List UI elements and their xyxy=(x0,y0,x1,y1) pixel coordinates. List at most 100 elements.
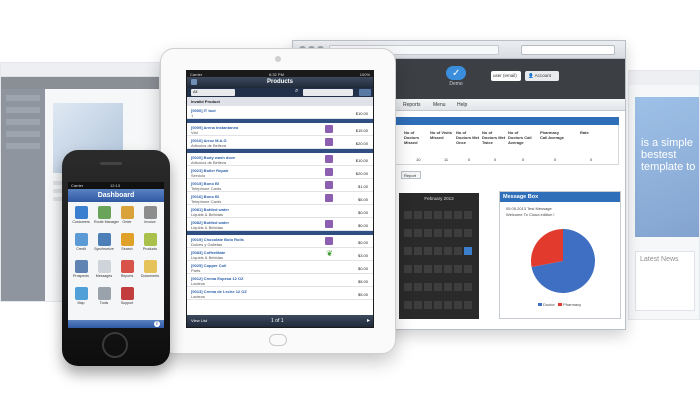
product-row[interactable]: [0015] Bono Bl Telephone Cards $1.00 xyxy=(187,179,373,192)
back-icon[interactable] xyxy=(191,79,197,85)
product-row[interactable]: [0083] CoffeeMate Liquids & Bebidas $3.00 ❦ xyxy=(187,248,373,261)
product-row[interactable]: [0000] IT tool 1 $10.00 xyxy=(187,106,373,119)
dashboard-tile[interactable]: Products xyxy=(140,233,160,251)
calendar-day[interactable] xyxy=(404,247,412,255)
info-icon[interactable]: i xyxy=(154,321,160,327)
calendar-day[interactable] xyxy=(454,229,462,237)
calendar-day[interactable] xyxy=(444,211,452,219)
calendar-day[interactable] xyxy=(454,301,462,309)
product-name: [0025] Copper Coil xyxy=(191,263,227,268)
calendar-day[interactable] xyxy=(444,265,452,273)
calendar-day[interactable] xyxy=(424,265,432,273)
account-button[interactable]: 👤 Account xyxy=(525,71,559,81)
product-row[interactable]: [0009] Arena Instantanea Vial $15.00 xyxy=(187,123,373,136)
filter-button[interactable] xyxy=(359,89,371,96)
tablet-home-button[interactable] xyxy=(269,334,287,346)
product-row[interactable]: [0019] Chocolate Bolo Rolls Dulces y Gall… xyxy=(187,235,373,248)
report-button[interactable]: Report xyxy=(401,171,421,179)
view-list-button[interactable]: View List xyxy=(191,318,207,323)
calendar-day[interactable] xyxy=(454,211,462,219)
calendar-day[interactable] xyxy=(434,283,442,291)
calendar-day[interactable] xyxy=(404,301,412,309)
dashboard-tile[interactable]: Customers xyxy=(71,206,91,224)
calendar-day[interactable] xyxy=(434,247,442,255)
calendar-day[interactable] xyxy=(464,265,472,273)
calendar-day[interactable] xyxy=(454,247,462,255)
product-search-input[interactable] xyxy=(303,89,353,96)
calendar-day[interactable] xyxy=(424,247,432,255)
calendar-day[interactable] xyxy=(414,247,422,255)
dashboard-tile[interactable]: Reports xyxy=(117,260,137,278)
calendar-day[interactable] xyxy=(464,301,472,309)
dashboard-tile[interactable]: Search xyxy=(117,233,137,251)
dashboard-tile[interactable]: Messages xyxy=(94,260,114,278)
product-tag-icon xyxy=(325,155,333,163)
dashboard-tile[interactable]: Support xyxy=(117,287,137,305)
calendar-day[interactable] xyxy=(404,229,412,237)
calendar-day[interactable] xyxy=(414,265,422,273)
dashboard-tile[interactable]: Route Manager xyxy=(94,206,119,224)
user-email-field[interactable]: user (email) xyxy=(491,71,521,81)
calendar-day[interactable] xyxy=(444,247,452,255)
calendar-day[interactable] xyxy=(444,229,452,237)
calendar-grid xyxy=(403,207,475,315)
calendar-day[interactable] xyxy=(424,211,432,219)
next-page-icon[interactable]: ▸ xyxy=(366,318,370,324)
calendar-day[interactable] xyxy=(404,283,412,291)
product-row[interactable]: [0025] Copper Coil Parts $0.00 xyxy=(187,261,373,274)
calendar-day[interactable] xyxy=(454,265,462,273)
calendar-day[interactable] xyxy=(404,211,412,219)
menu-item-reports[interactable]: Reports xyxy=(403,102,421,108)
product-row[interactable]: [0081] Bottled water Liquids & Bebidas $0.… xyxy=(187,205,373,218)
phone-home-button[interactable] xyxy=(102,332,128,358)
dashboard-tile[interactable]: Order xyxy=(117,206,137,224)
product-row[interactable]: [0082] Bottled water Liquids & Bebidas $0.… xyxy=(187,218,373,231)
browser-url-bar[interactable] xyxy=(521,45,615,55)
product-row[interactable]: [0013] Crema de Leche 12 OZ Lacteos $5.00 xyxy=(187,287,373,300)
calendar-day[interactable] xyxy=(414,283,422,291)
calendar-day[interactable] xyxy=(414,229,422,237)
calendar-day[interactable] xyxy=(444,283,452,291)
stats-panel-header xyxy=(299,117,619,125)
cloud-logo[interactable]: ✓ Demo xyxy=(443,64,469,88)
calendar-day[interactable] xyxy=(454,283,462,291)
calendar-day[interactable] xyxy=(414,211,422,219)
dashboard-tile[interactable]: Documents xyxy=(140,260,160,278)
calendar-day[interactable] xyxy=(424,283,432,291)
calendar-day[interactable] xyxy=(404,265,412,273)
product-row[interactable]: [0023] Boiler Repair Servicio $20.00 xyxy=(187,166,373,179)
calendar-day[interactable] xyxy=(464,229,472,237)
account-button-label: Account xyxy=(534,73,551,78)
dashboard-tile-label: Support xyxy=(120,301,134,305)
menu-item-help[interactable]: Help xyxy=(457,102,468,108)
tablet-screen: Carrier 6:32 PM 100% Products All ⌕ Inva… xyxy=(186,70,374,328)
menu-item-menu[interactable]: Menu xyxy=(433,102,446,108)
cloud-icon xyxy=(446,66,466,80)
product-tag-icon xyxy=(325,138,333,146)
calendar-day[interactable] xyxy=(424,229,432,237)
product-row[interactable]: [0010] Arroz M.A.G Articulos de Belleza $2… xyxy=(187,136,373,149)
category-select[interactable]: All xyxy=(191,89,235,96)
calendar-day[interactable] xyxy=(424,301,432,309)
stats-value: 11 xyxy=(444,157,449,162)
dashboard-tile[interactable]: Map xyxy=(71,287,91,305)
calendar-day[interactable] xyxy=(444,301,452,309)
dashboard-tile[interactable]: Tools xyxy=(94,287,114,305)
calendar-day[interactable] xyxy=(464,283,472,291)
calendar-day[interactable] xyxy=(464,247,472,255)
synchronize-icon xyxy=(97,233,111,246)
calendar-day[interactable] xyxy=(434,301,442,309)
calendar-day[interactable] xyxy=(414,301,422,309)
dashboard-tile[interactable]: Credit xyxy=(71,233,91,251)
product-row[interactable]: [0016] Bono Bl Telephone Cards $5.00 xyxy=(187,192,373,205)
dashboard-tile[interactable]: Synchronize xyxy=(94,233,114,251)
calendar-day[interactable] xyxy=(434,229,442,237)
calendar-day[interactable] xyxy=(464,211,472,219)
dashboard-tile[interactable]: Prospects xyxy=(71,260,91,278)
product-row[interactable]: [0012] Crema Espesa 12 OZ Lacteos $5.00 xyxy=(187,274,373,287)
stats-header: No of Visits Missed xyxy=(430,130,452,140)
dashboard-tile[interactable]: Invoice xyxy=(140,206,160,224)
calendar-day[interactable] xyxy=(434,211,442,219)
calendar-day[interactable] xyxy=(434,265,442,273)
product-row[interactable]: [0020] Body wash dove Articulos de Bellez… xyxy=(187,153,373,166)
